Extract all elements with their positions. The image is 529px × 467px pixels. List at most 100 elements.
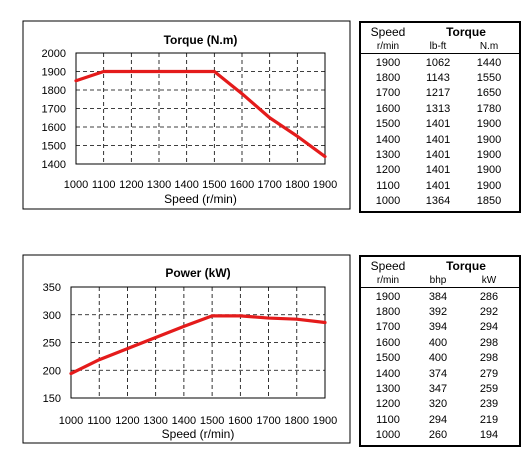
cell-value-1: 347	[428, 383, 448, 396]
cell-speed: 1600	[375, 102, 401, 115]
cell-value-2: 1900	[476, 149, 502, 162]
x-tick-label: 1700	[257, 179, 281, 191]
cell-value-2: 298	[479, 336, 499, 349]
cell-value-1: 400	[428, 352, 448, 365]
power-table: Speed Torque r/min bhp kW 1900 384 286 1800…	[359, 255, 521, 447]
cell-value-2: 219	[479, 413, 499, 426]
cell-value-1: 392	[428, 306, 448, 319]
table-header: Speed Torque	[361, 257, 519, 274]
unit-lbft: lb-ft	[429, 41, 447, 52]
table-row: 1500 400 298	[361, 351, 519, 366]
table-row: 1000 1364 1850	[361, 194, 519, 209]
cell-value-2: 298	[479, 352, 499, 365]
cell-value-2: 292	[479, 306, 499, 319]
y-tick-label: 1700	[42, 104, 66, 116]
cell-speed: 1000	[375, 195, 401, 208]
table-row: 1100 294 219	[361, 412, 519, 427]
cell-value-2: 279	[479, 367, 499, 380]
unit-speed: r/min	[376, 41, 400, 52]
y-tick-label: 1900	[42, 67, 66, 79]
unit-speed: r/min	[376, 275, 400, 286]
torque-header: Torque	[446, 258, 486, 273]
cell-speed: 1800	[375, 306, 401, 319]
speed-header: Speed	[370, 24, 406, 39]
table-row: 1500 1401 1900	[361, 117, 519, 132]
table-row: 1300 1401 1900	[361, 147, 519, 162]
cell-value-2: 1850	[476, 195, 502, 208]
table-row: 1600 1313 1780	[361, 101, 519, 116]
chart-title: Torque (N.m)	[164, 33, 238, 47]
cell-value-1: 1401	[425, 118, 451, 131]
cell-value-2: 286	[479, 290, 499, 303]
cell-speed: 1900	[375, 290, 401, 303]
cell-value-1: 1401	[425, 179, 451, 192]
table-row: 1700 394 294	[361, 320, 519, 335]
table-row: 1800 1143 1550	[361, 70, 519, 85]
cell-value-1: 294	[428, 413, 448, 426]
torque-header: Torque	[446, 24, 486, 39]
table-row: 1800 392 292	[361, 304, 519, 319]
cell-value-1: 1143	[426, 72, 450, 85]
table-body: 1900 384 286 1800 392 292 1700 394 294 1600 400 298…	[361, 288, 519, 443]
x-tick-label: 1800	[285, 179, 309, 191]
x-tick-label: 1900	[313, 179, 337, 191]
table-body: 1900 1062 1440 1800 1143 1550 1700 1217 1650 1600…	[361, 54, 519, 209]
cell-speed: 1200	[375, 164, 401, 177]
cell-value-1: 400	[428, 336, 448, 349]
table-row: 1900 384 286	[361, 289, 519, 304]
table-row: 1300 347 259	[361, 381, 519, 396]
x-tick-label: 1500	[202, 179, 226, 191]
cell-value-1: 260	[428, 429, 448, 442]
cell-value-2: 1440	[476, 56, 502, 69]
cell-speed: 1500	[375, 352, 401, 365]
cell-speed: 1700	[375, 321, 401, 334]
table-row: 1100 1401 1900	[361, 178, 519, 193]
cell-value-1: 1401	[425, 164, 451, 177]
cell-speed: 1400	[375, 367, 401, 380]
series-line	[74, 69, 327, 159]
cell-speed: 1600	[375, 336, 401, 349]
x-tick-label: 1000	[64, 179, 88, 191]
cell-speed: 1200	[375, 398, 401, 411]
cell-value-1: 374	[428, 367, 448, 380]
table-row: 1200 320 239	[361, 397, 519, 412]
cell-value-2: 1650	[476, 87, 502, 100]
cell-speed: 1900	[375, 56, 401, 69]
cell-value-1: 1364	[425, 195, 451, 208]
torque-table: Speed Torque r/min lb-ft N.m 1900 1062 144…	[359, 21, 521, 213]
x-tick-label: 1300	[147, 179, 171, 191]
cell-value-2: 1900	[476, 118, 502, 131]
y-tick-label: 1600	[42, 122, 66, 134]
cell-value-1: 1313	[425, 102, 451, 115]
cell-speed: 1000	[375, 429, 401, 442]
x-tick-label: 1400	[174, 179, 198, 191]
cell-speed: 1700	[375, 87, 401, 100]
units-row: r/min lb-ft N.m	[361, 40, 519, 54]
cell-speed: 1400	[375, 133, 401, 146]
x-tick-label: 1100	[92, 179, 116, 191]
cell-value-2: 194	[479, 429, 499, 442]
x-axis-label: Speed (r/min)	[164, 192, 237, 206]
table-header: Speed Torque	[361, 23, 519, 40]
cell-value-1: 384	[428, 290, 448, 303]
unit-kw: kW	[481, 275, 497, 286]
speed-header: Speed	[370, 258, 406, 273]
x-tick-label: 1200	[119, 179, 143, 191]
cell-value-1: 1217	[425, 87, 451, 100]
y-tick-label: 2000	[42, 48, 66, 60]
cell-value-2: 1900	[476, 164, 502, 177]
cell-value-2: 1780	[476, 102, 502, 115]
cell-value-2: 239	[479, 398, 499, 411]
table-row: 1900 1062 1440	[361, 55, 519, 70]
cell-value-2: 1550	[476, 72, 502, 85]
cell-value-2: 259	[479, 383, 499, 396]
cell-speed: 1100	[376, 179, 400, 192]
unit-nm: N.m	[479, 41, 499, 52]
unit-bhp: bhp	[429, 275, 447, 286]
cell-value-1: 1062	[425, 56, 451, 69]
y-tick-label: 1500	[42, 141, 66, 153]
cell-speed: 1500	[375, 118, 401, 131]
table-row: 1400 1401 1900	[361, 132, 519, 147]
cell-value-1: 320	[428, 398, 448, 411]
